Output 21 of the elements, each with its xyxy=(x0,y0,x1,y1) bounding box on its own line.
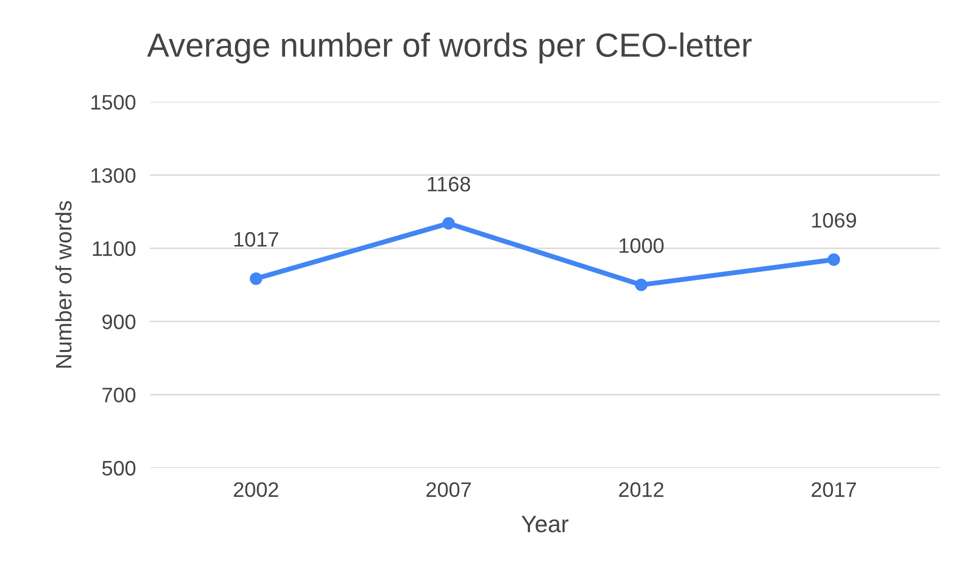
point xyxy=(828,253,840,266)
data-label: 1069 xyxy=(812,212,856,228)
x-axis-title: Year xyxy=(522,516,568,532)
x-tick-label: 2017 xyxy=(812,482,856,498)
y-tick-label: 700 xyxy=(102,388,136,402)
x-tick-label: 2007 xyxy=(426,482,471,498)
x-tick-label: 2012 xyxy=(619,482,664,498)
y-tick-label: 900 xyxy=(102,314,136,330)
data-label: 1168 xyxy=(428,176,470,192)
point xyxy=(250,272,262,285)
y-tick-label: 1500 xyxy=(91,94,136,110)
x-tick-label: 2002 xyxy=(234,482,278,498)
y-tick-label: 1300 xyxy=(91,168,136,183)
data-label: 1017 xyxy=(234,232,278,247)
y-tick-label: 1100 xyxy=(92,241,136,256)
data-label: 1000 xyxy=(620,238,664,253)
chart-title: Average number of words per CEO-letter xyxy=(147,32,752,64)
point xyxy=(442,217,455,230)
point xyxy=(634,278,648,292)
y-tick-label: 500 xyxy=(102,460,136,476)
y-axis-title: Number of words xyxy=(55,201,72,368)
